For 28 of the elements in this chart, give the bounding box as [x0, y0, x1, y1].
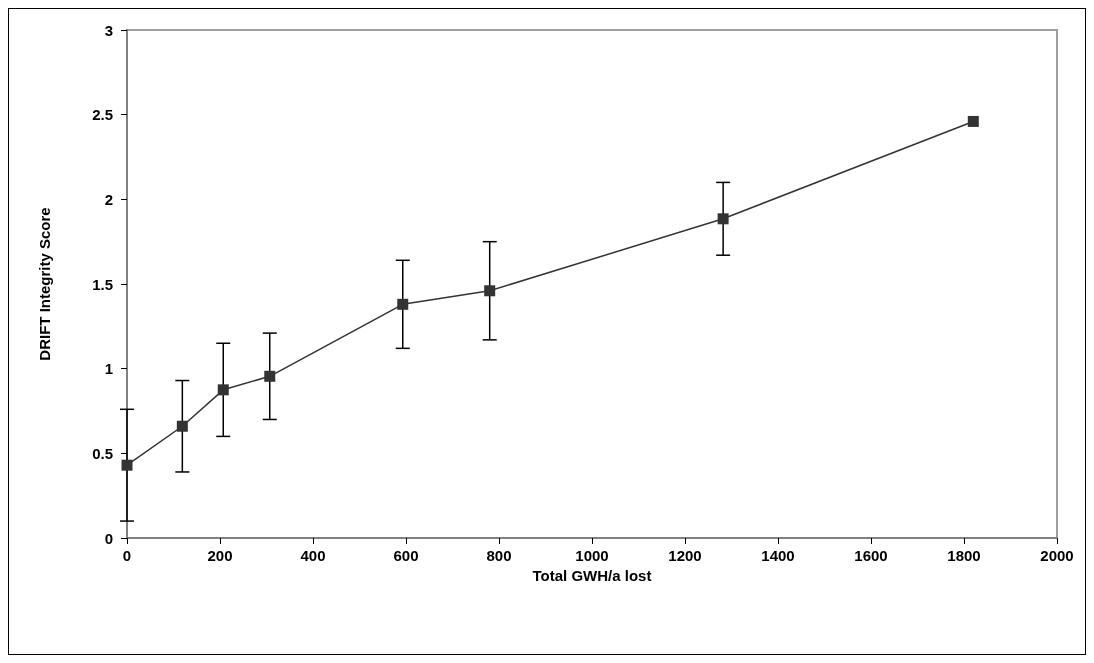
point — [717, 213, 729, 225]
x-tick-label: 1600 — [854, 547, 888, 564]
point — [264, 370, 276, 382]
point — [176, 420, 188, 432]
y-tick-label: 2 — [104, 190, 113, 208]
x-tick-label: 1800 — [947, 547, 981, 564]
x-tick-label: 1400 — [761, 547, 795, 564]
y-tick-label: 1 — [104, 360, 113, 378]
x-axis-title: Total GWH/a lost — [532, 566, 652, 584]
y-tick-label: 3 — [104, 21, 113, 39]
x-tick-label: 200 — [207, 547, 233, 564]
point — [397, 298, 409, 310]
x-tick-label: 1000 — [575, 547, 609, 564]
x-tick-label: 0 — [122, 547, 132, 564]
point — [121, 459, 133, 471]
x-tick-label: 600 — [393, 547, 419, 564]
point — [217, 384, 229, 396]
point — [967, 115, 979, 127]
y-tick-label: 2.5 — [92, 106, 113, 124]
y-tick-label: 0.5 — [92, 444, 113, 462]
x-tick-label: 1200 — [668, 547, 702, 564]
x-tick-label: 800 — [486, 547, 512, 564]
y-tick-label: 1.5 — [92, 275, 113, 293]
y-tick-label: 0 — [104, 529, 113, 547]
x-tick-label: 2000 — [1040, 547, 1074, 564]
point — [484, 285, 496, 297]
y-axis-title: DRIFT Integrity Score — [36, 207, 53, 361]
x-tick-label: 400 — [300, 547, 326, 564]
